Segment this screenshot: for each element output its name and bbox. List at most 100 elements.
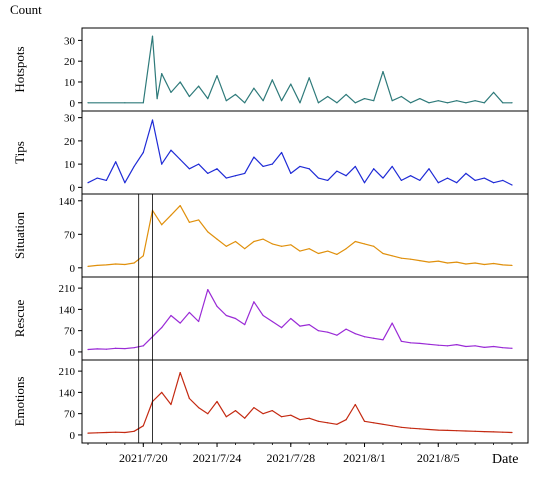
y-tick-label-2-0: 0 — [70, 182, 76, 194]
data-point-4-0 — [87, 348, 89, 351]
data-point-4-2 — [105, 348, 108, 350]
data-point-5-0 — [87, 432, 89, 434]
data-point-3-37 — [428, 261, 430, 263]
data-point-4-28 — [345, 328, 347, 330]
data-point-3-2 — [105, 264, 108, 266]
data-point-5-16 — [234, 410, 237, 412]
data-point-1-9 — [198, 85, 200, 87]
data-point-1-23 — [327, 95, 329, 98]
data-point-5-15 — [225, 416, 227, 418]
data-point-2-46 — [511, 184, 513, 186]
data-point-2-30 — [363, 182, 366, 184]
data-point-3-28 — [345, 248, 347, 250]
data-point-3-33 — [391, 255, 393, 257]
data-point-5-17 — [244, 417, 246, 419]
data-point-5-26 — [327, 422, 329, 424]
data-point-3-36 — [419, 260, 421, 262]
data-point-3-18 — [253, 240, 255, 243]
data-point-2-33 — [391, 165, 393, 168]
data-point-4-13 — [207, 289, 209, 291]
data-point-3-39 — [446, 262, 449, 264]
data-point-3-35 — [410, 258, 412, 260]
data-point-1-4 — [156, 98, 158, 100]
data-point-2-18 — [253, 156, 255, 158]
data-point-2-20 — [271, 163, 273, 165]
data-point-1-18 — [280, 100, 283, 102]
data-point-1-39 — [474, 100, 476, 102]
data-point-2-15 — [225, 177, 227, 179]
data-point-5-1 — [96, 432, 98, 434]
data-point-4-9 — [170, 314, 172, 317]
data-point-4-21 — [280, 327, 283, 329]
data-point-2-41 — [465, 172, 467, 175]
data-point-5-5 — [133, 430, 135, 432]
data-point-4-18 — [253, 301, 255, 303]
series-line-3-0 — [87, 205, 513, 267]
data-point-3-40 — [456, 261, 458, 263]
data-point-2-29 — [354, 165, 356, 168]
y-tick-label-5-2: 140 — [59, 387, 76, 399]
data-point-5-23 — [299, 419, 301, 421]
data-point-2-34 — [400, 179, 402, 181]
data-point-4-16 — [234, 317, 237, 320]
data-point-2-5 — [133, 165, 135, 168]
data-point-1-8 — [188, 95, 190, 98]
data-point-1-33 — [419, 98, 421, 100]
data-point-3-8 — [161, 224, 163, 226]
y-tick-label-5-3: 210 — [59, 366, 76, 378]
data-point-5-37 — [428, 428, 430, 431]
data-point-3-34 — [400, 257, 402, 259]
data-point-1-15 — [253, 87, 255, 89]
data-point-3-43 — [483, 263, 485, 266]
data-point-2-7 — [151, 119, 154, 121]
data-point-2-19 — [262, 165, 264, 168]
y-tick-label-5-1: 70 — [64, 409, 76, 421]
data-point-5-13 — [207, 413, 209, 415]
data-point-3-26 — [327, 250, 329, 252]
x-tick-label-0: 2021/7/20 — [119, 451, 168, 465]
data-point-4-42 — [474, 345, 476, 347]
data-point-5-9 — [170, 403, 172, 406]
data-point-4-31 — [373, 337, 375, 339]
data-point-4-6 — [142, 345, 144, 347]
data-point-3-13 — [207, 231, 209, 233]
data-point-1-30 — [391, 100, 393, 102]
data-point-2-4 — [124, 182, 126, 184]
panel-frame-2 — [81, 110, 529, 195]
data-point-2-8 — [161, 163, 163, 165]
data-point-2-24 — [308, 168, 310, 170]
data-point-2-0 — [87, 182, 89, 184]
data-point-3-5 — [133, 262, 135, 264]
data-point-4-37 — [428, 343, 430, 345]
data-point-5-14 — [216, 400, 218, 403]
data-point-3-4 — [124, 263, 126, 266]
data-point-2-14 — [216, 168, 218, 170]
data-point-4-17 — [244, 323, 246, 326]
data-point-3-11 — [188, 221, 190, 223]
data-point-4-8 — [161, 327, 163, 329]
data-point-1-28 — [373, 100, 375, 102]
data-point-4-30 — [363, 336, 366, 338]
data-point-4-39 — [446, 345, 449, 347]
data-point-4-15 — [225, 314, 227, 317]
data-point-1-26 — [354, 102, 356, 104]
data-point-1-0 — [87, 102, 89, 104]
series-line-2-0 — [87, 119, 513, 186]
data-point-1-29 — [382, 70, 384, 73]
y-tick-label-2-2: 20 — [64, 136, 76, 148]
data-point-5-43 — [483, 430, 485, 433]
data-point-5-3 — [115, 431, 117, 433]
data-point-1-43 — [511, 102, 513, 104]
data-point-1-16 — [262, 100, 264, 102]
data-point-5-35 — [410, 427, 412, 429]
data-point-4-24 — [308, 323, 310, 326]
data-point-5-22 — [290, 414, 292, 416]
data-point-4-46 — [511, 347, 513, 349]
data-point-5-44 — [492, 431, 495, 433]
data-point-1-13 — [234, 93, 237, 96]
data-point-2-12 — [198, 163, 200, 165]
data-point-1-10 — [207, 98, 209, 100]
data-point-2-2 — [105, 179, 108, 181]
data-point-5-31 — [373, 422, 375, 424]
data-point-1-6 — [170, 91, 172, 93]
